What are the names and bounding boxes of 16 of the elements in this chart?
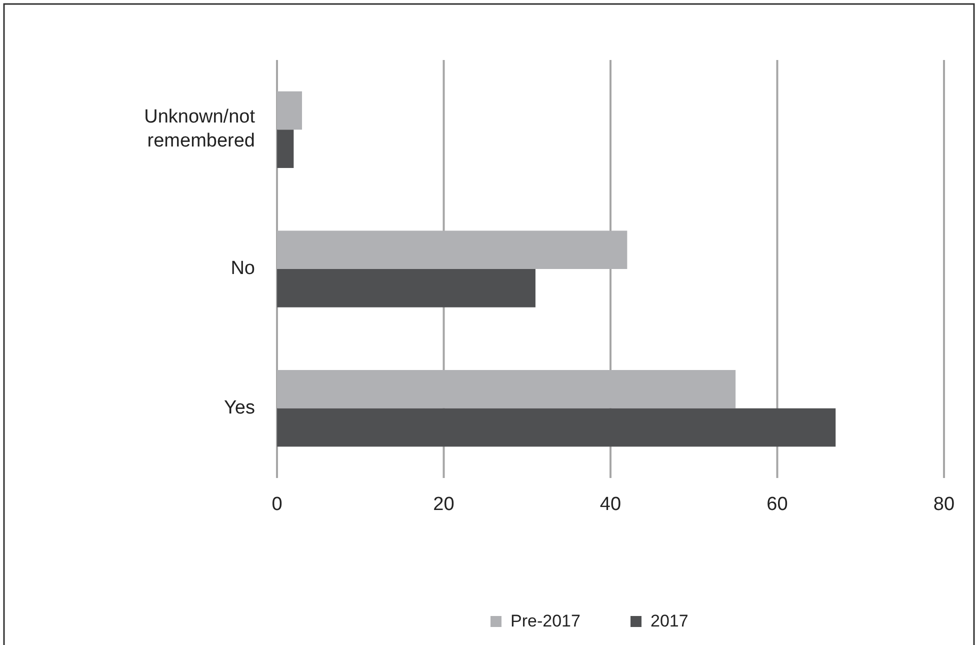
y-tick-label: No: [230, 258, 255, 280]
x-tick-label: 60: [766, 494, 788, 515]
y-tick-label: Yes: [224, 397, 255, 418]
bar: [277, 370, 736, 408]
x-tick-label: 80: [933, 494, 955, 515]
legend-label: 2017: [650, 611, 688, 630]
bar: [277, 269, 536, 308]
y-tick-label: Unknown/not remembered: [144, 106, 256, 152]
x-tick-label: 40: [600, 494, 622, 515]
bar: [277, 408, 836, 447]
bar: [277, 91, 302, 130]
legend-label: Pre-2017: [510, 611, 580, 630]
bar: [277, 230, 628, 269]
x-tick-label: 20: [433, 494, 454, 515]
x-tick-label: 0: [272, 494, 282, 515]
bar: [277, 130, 294, 168]
